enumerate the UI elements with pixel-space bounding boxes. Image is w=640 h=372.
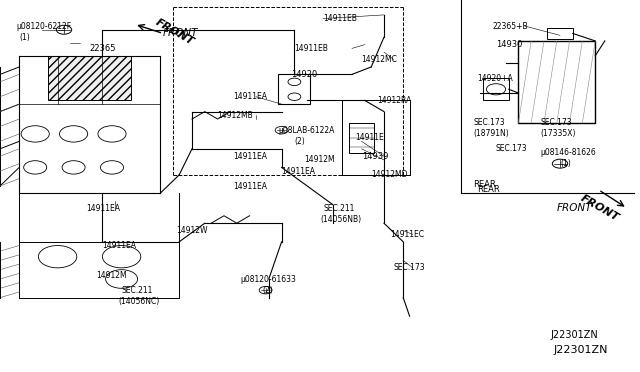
Text: 14912MD: 14912MD	[371, 170, 408, 179]
Text: (2): (2)	[262, 286, 273, 295]
Text: J22301ZN: J22301ZN	[554, 345, 608, 355]
Text: 14930: 14930	[496, 40, 522, 49]
Text: FRONT: FRONT	[557, 203, 592, 213]
Text: 14912M: 14912M	[304, 155, 335, 164]
Text: REAR: REAR	[474, 180, 497, 189]
Text: µ08146-81626: µ08146-81626	[541, 148, 596, 157]
Text: REAR: REAR	[477, 185, 500, 194]
Text: SEC.211: SEC.211	[122, 286, 153, 295]
Text: 14912MB: 14912MB	[218, 111, 253, 120]
Text: SEC.173: SEC.173	[394, 263, 425, 272]
Text: 22365+B: 22365+B	[493, 22, 529, 31]
Text: 14911E: 14911E	[355, 133, 384, 142]
Text: 14911EB: 14911EB	[323, 14, 357, 23]
Text: J22301ZN: J22301ZN	[550, 330, 598, 340]
Text: 14912W: 14912W	[176, 226, 207, 235]
Text: 14912RA: 14912RA	[378, 96, 412, 105]
Text: (2): (2)	[294, 137, 305, 146]
Text: 14911EA: 14911EA	[234, 152, 268, 161]
Text: (14056NB): (14056NB)	[320, 215, 361, 224]
Text: 14911EA: 14911EA	[282, 167, 316, 176]
Text: (18791N): (18791N)	[474, 129, 509, 138]
Text: µ08120-6212F: µ08120-6212F	[16, 22, 71, 31]
Circle shape	[275, 126, 288, 134]
Text: 14939: 14939	[362, 152, 388, 161]
Text: 22365: 22365	[90, 44, 116, 53]
Text: µ08120-61633: µ08120-61633	[240, 275, 296, 283]
Text: 14911EA: 14911EA	[234, 182, 268, 190]
Text: SEC.211: SEC.211	[323, 204, 355, 213]
Text: 14911EC: 14911EC	[390, 230, 424, 239]
Text: (1): (1)	[19, 33, 30, 42]
Polygon shape	[48, 56, 131, 100]
Text: FRONT: FRONT	[579, 193, 621, 223]
Text: (14056NC): (14056NC)	[118, 297, 159, 306]
Text: SEC.173: SEC.173	[541, 118, 572, 127]
Text: 14911EA: 14911EA	[102, 241, 136, 250]
Text: SEC.173: SEC.173	[496, 144, 527, 153]
Text: 14911EB: 14911EB	[294, 44, 328, 53]
Text: FRONT: FRONT	[163, 29, 198, 38]
Text: 14912M: 14912M	[96, 271, 127, 280]
Text: 14912MC: 14912MC	[362, 55, 397, 64]
Text: 14911EA: 14911EA	[86, 204, 120, 213]
Circle shape	[552, 159, 568, 168]
Text: 14911EA: 14911EA	[234, 92, 268, 101]
Text: (1): (1)	[560, 159, 571, 168]
Text: (17335X): (17335X)	[541, 129, 576, 138]
Circle shape	[56, 25, 72, 34]
Text: SEC.173: SEC.173	[474, 118, 505, 127]
Text: 14920: 14920	[291, 70, 317, 79]
Text: µ08LAB-6122A: µ08LAB-6122A	[278, 126, 335, 135]
Text: 14920+A: 14920+A	[477, 74, 513, 83]
Circle shape	[259, 286, 272, 294]
Text: FRONT: FRONT	[154, 17, 195, 46]
